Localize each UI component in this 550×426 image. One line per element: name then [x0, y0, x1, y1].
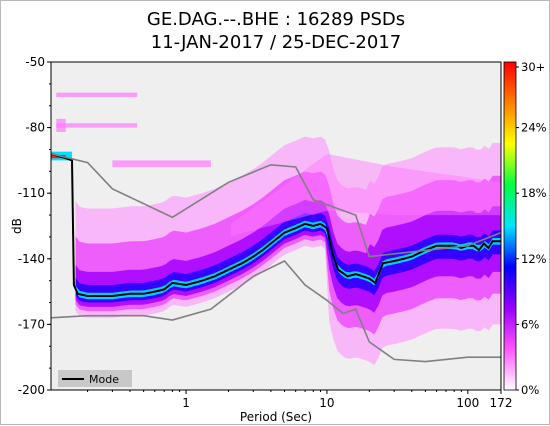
psd-sparse-band [56, 118, 66, 132]
colorbar-tick-label: 6% [521, 317, 539, 331]
x-tick-label: 10 [319, 396, 334, 410]
psd-density-layer [51, 92, 501, 366]
mode-line [51, 152, 501, 297]
y-tick-label: -170 [18, 317, 45, 331]
colorbar [503, 61, 517, 391]
y-axis-label: dB [10, 218, 24, 234]
colorbar-tick-label: 12% [521, 252, 547, 266]
chart-subtitle: 11-JAN-2017 / 25-DEC-2017 [150, 32, 402, 53]
x-tick-label: 100 [456, 396, 479, 410]
psd-density-upper-cloud [231, 154, 501, 237]
chart-title: GE.DAG.--.BHE : 16289 PSDs [146, 9, 406, 30]
y-tick-label: -80 [25, 121, 45, 135]
colorbar-tick-label: 0% [521, 383, 539, 397]
x-tick-label: 1 [182, 396, 190, 410]
y-tick-label: -110 [18, 186, 45, 200]
colorbar-tick-label: 30+ [521, 60, 545, 74]
plot-frame [50, 61, 502, 391]
x-axis-label: Period (Sec) [240, 410, 312, 424]
psd-density-core [75, 213, 501, 303]
low-noise-model-line [51, 260, 501, 363]
psd-sparse-band [56, 92, 138, 97]
colorbar-tick-label: 18% [521, 186, 547, 200]
legend-box [58, 370, 132, 387]
y-tick-label: -140 [18, 252, 45, 266]
y-tick-label: -200 [18, 383, 45, 397]
psd-sparse-band [112, 160, 211, 167]
x-tick-label: 172 [490, 396, 513, 410]
legend: Mode [58, 370, 132, 387]
high-noise-model-line [51, 153, 501, 258]
y-tick-label: -50 [25, 55, 45, 69]
legend-label-mode: Mode [89, 373, 119, 386]
psd-sparse-band [56, 123, 138, 128]
colorbar-tick-label: 24% [521, 121, 547, 135]
